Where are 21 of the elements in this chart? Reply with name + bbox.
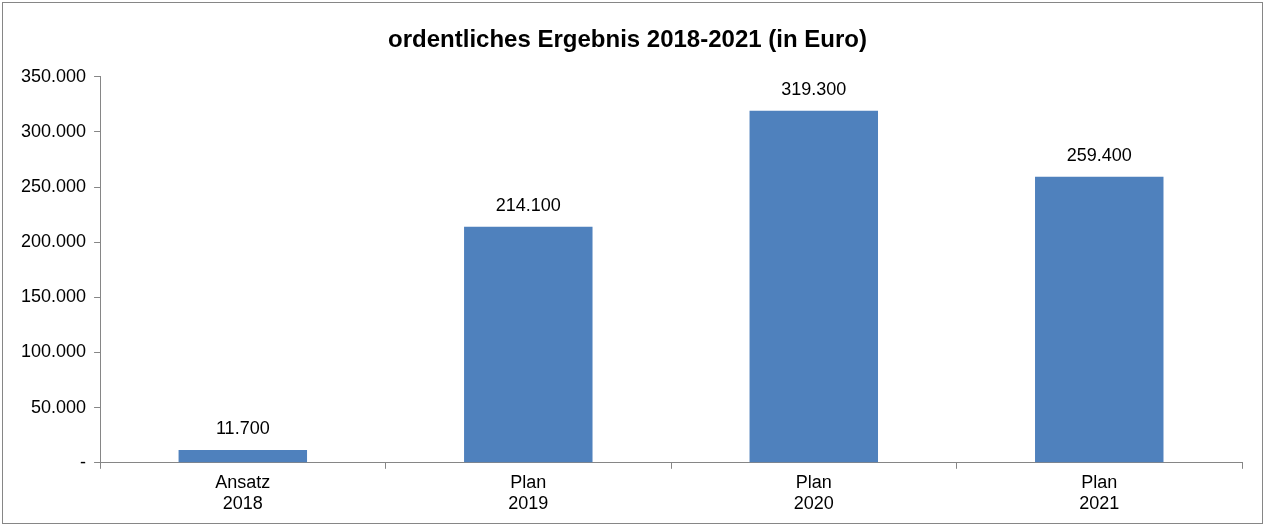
y-tick-label: 350.000 [20, 65, 87, 86]
bar [464, 226, 593, 463]
chart-title: ordentliches Ergebnis 2018-2021 (in Euro) [388, 25, 867, 53]
x-tick-label: Plan 2019 [508, 471, 549, 514]
y-tick-label: 50.000 [31, 396, 87, 417]
data-label: 259.400 [1066, 144, 1132, 165]
x-tick-label: Plan 2021 [1079, 471, 1120, 514]
y-tick-label: - [80, 451, 87, 472]
y-tick-label: 100.000 [20, 341, 87, 362]
y-tick-label: 250.000 [20, 176, 87, 197]
x-tick-label: Plan 2020 [793, 471, 834, 514]
bar [749, 110, 879, 463]
y-tick-label: 200.000 [20, 231, 87, 252]
x-tick-label: Ansatz 2018 [215, 471, 271, 514]
bar [1035, 176, 1164, 463]
y-tick-label: 150.000 [20, 286, 87, 307]
data-label: 214.100 [495, 194, 561, 215]
y-tick-label: 300.000 [20, 120, 87, 141]
data-label: 11.700 [215, 417, 270, 438]
data-label: 319.300 [781, 78, 847, 99]
bar [178, 449, 308, 463]
